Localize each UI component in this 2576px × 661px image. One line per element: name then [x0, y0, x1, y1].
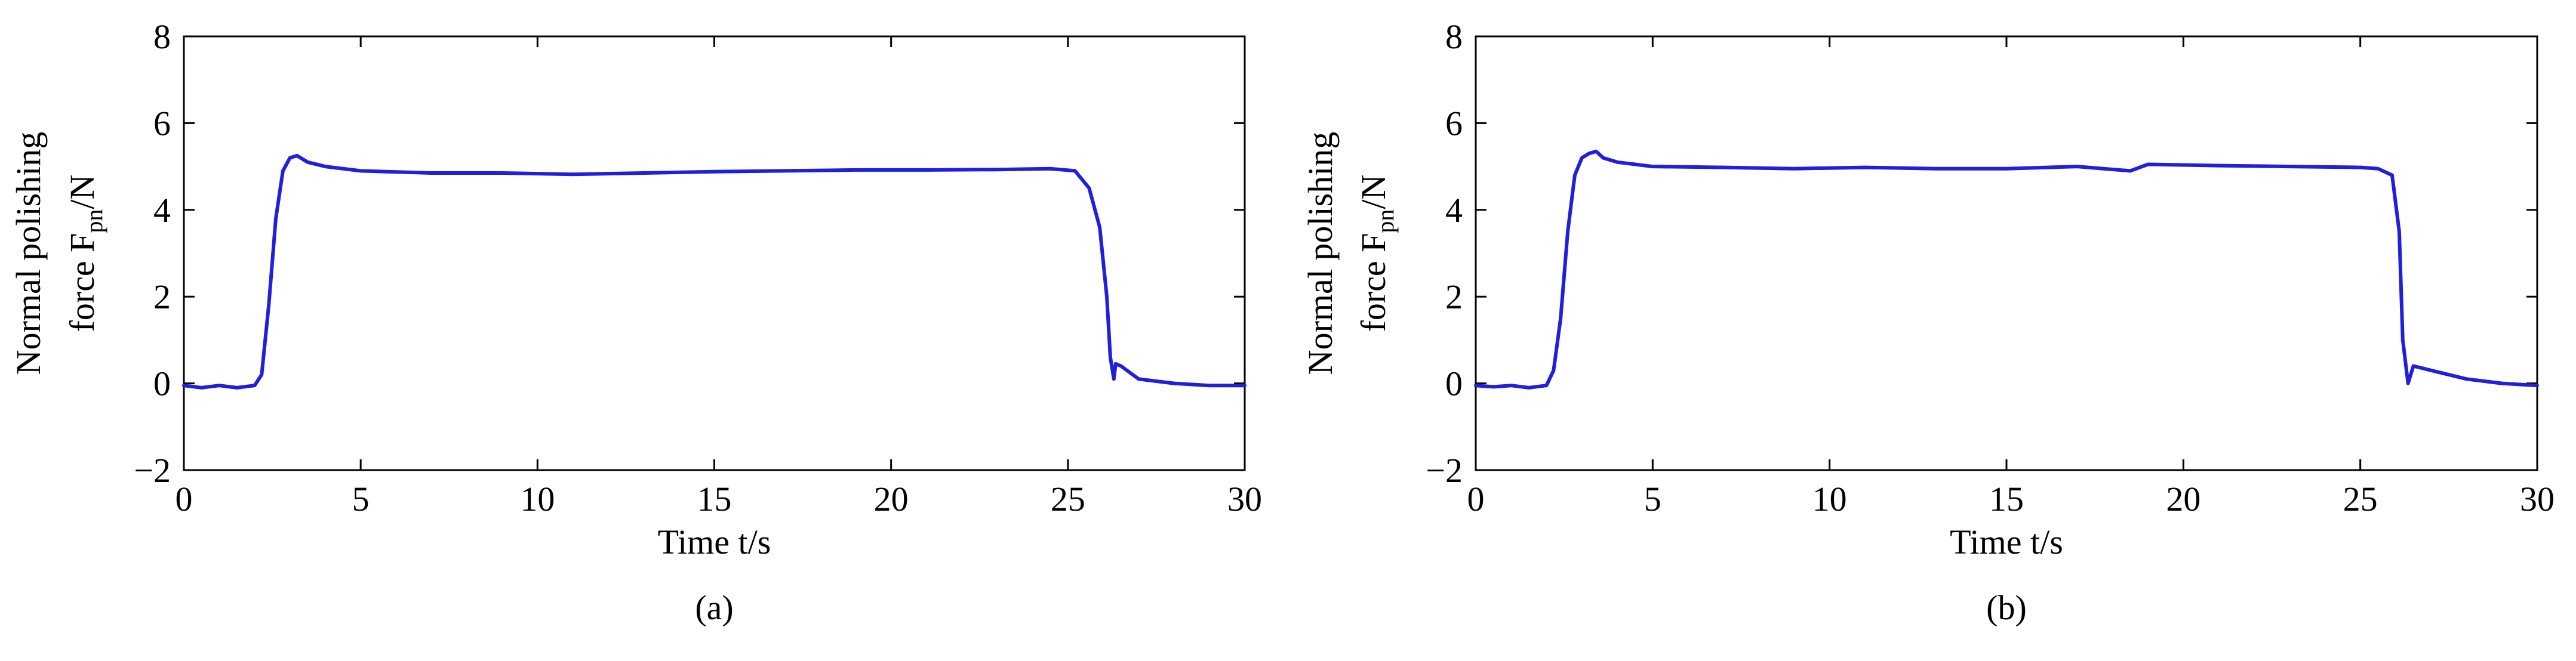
y-axis-label-line2: force Fpn/N: [63, 175, 107, 332]
x-tick-label: 5: [1644, 480, 1661, 518]
x-tick-label: 5: [352, 480, 370, 518]
y-axis-label-subscript: pn: [1372, 209, 1399, 233]
y-tick-label: 0: [1445, 365, 1463, 403]
x-tick-label: 15: [1989, 480, 2024, 518]
x-tick-label: 0: [176, 480, 193, 518]
series-line: [182, 153, 1247, 390]
panel-label: (a): [695, 588, 733, 627]
y-tick-label: 6: [153, 104, 171, 143]
x-tick-label: 10: [1812, 480, 1847, 518]
y-axis-label-subscript: pn: [81, 209, 107, 233]
y-axis-label-prefix: force F: [1354, 233, 1393, 332]
x-tick-label: 30: [1227, 480, 1262, 518]
x-tick-label: 20: [874, 480, 909, 518]
y-tick-label: 2: [153, 277, 171, 316]
x-tick-label: 25: [1051, 480, 1085, 518]
x-tick-label: 15: [697, 480, 732, 518]
y-axis-label-line2: force Fpn/N: [1354, 175, 1399, 332]
y-tick-label: 8: [153, 17, 171, 56]
plot-frame: [183, 35, 1246, 471]
y-axis-label-suffix: /N: [63, 175, 101, 209]
x-axis-label: Time t/s: [1950, 523, 2063, 561]
y-tick-label: 4: [153, 191, 171, 230]
y-axis-label-line1: Normal polishing: [9, 132, 48, 375]
x-tick-label: 20: [2166, 480, 2200, 518]
y-tick-label: −2: [1426, 451, 1463, 490]
plot-frame: [1475, 35, 2538, 471]
y-tick-label: 8: [1445, 17, 1463, 56]
y-axis-label-prefix: force F: [63, 233, 101, 332]
y-tick-label: 0: [153, 365, 171, 403]
y-axis-label-line1: Normal polishing: [1301, 132, 1340, 375]
y-tick-label: 6: [1445, 104, 1463, 143]
series-line: [1474, 149, 2539, 390]
x-tick-label: 30: [2520, 480, 2555, 518]
y-tick-label: 2: [1445, 277, 1463, 316]
y-axis-label-suffix: /N: [1354, 175, 1393, 209]
x-axis-label: Time t/s: [658, 523, 771, 561]
x-tick-label: 0: [1467, 480, 1485, 518]
y-tick-label: −2: [134, 451, 171, 490]
x-tick-label: 10: [520, 480, 555, 518]
panel-label: (b): [1986, 588, 2027, 627]
y-tick-label: 4: [1445, 191, 1463, 230]
x-tick-label: 25: [2343, 480, 2378, 518]
